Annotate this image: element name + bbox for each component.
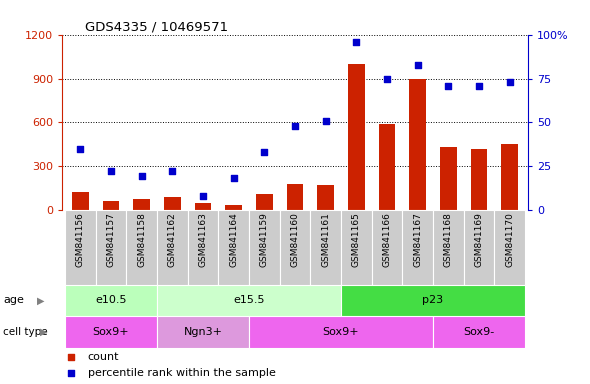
Bar	[225, 205, 242, 210]
Point	[290, 123, 300, 129]
Point	[260, 149, 269, 155]
Text: cell type: cell type	[3, 327, 48, 337]
Point	[444, 83, 453, 89]
Text: GSM841169: GSM841169	[474, 212, 483, 267]
Text: GSM841161: GSM841161	[321, 212, 330, 267]
Bar	[372, 210, 402, 285]
Point	[505, 79, 514, 85]
Bar	[502, 144, 518, 210]
Text: GSM841164: GSM841164	[229, 212, 238, 266]
Bar	[379, 124, 395, 210]
Bar	[133, 199, 150, 210]
Point	[76, 146, 85, 152]
Text: Ngn3+: Ngn3+	[183, 327, 222, 337]
Bar	[96, 210, 126, 285]
Bar	[188, 210, 218, 285]
Point	[198, 193, 208, 199]
Text: Sox9+: Sox9+	[93, 327, 129, 337]
Bar	[195, 203, 211, 210]
Bar	[126, 210, 157, 285]
Text: percentile rank within the sample: percentile rank within the sample	[87, 368, 276, 378]
Text: GSM841157: GSM841157	[107, 212, 116, 267]
Bar	[433, 210, 464, 285]
Bar	[494, 210, 525, 285]
Point	[229, 175, 238, 181]
Point	[474, 83, 484, 89]
Text: e15.5: e15.5	[233, 295, 265, 305]
Bar	[317, 185, 334, 210]
Text: ▶: ▶	[40, 327, 48, 337]
Text: p23: p23	[422, 295, 444, 305]
Bar	[157, 316, 249, 348]
Point	[106, 168, 116, 174]
Bar	[65, 210, 96, 285]
Bar	[256, 194, 273, 210]
Point	[168, 168, 177, 174]
Bar	[310, 210, 341, 285]
Text: GSM841158: GSM841158	[137, 212, 146, 267]
Text: GSM841165: GSM841165	[352, 212, 361, 267]
Text: Sox9+: Sox9+	[323, 327, 359, 337]
Bar	[402, 210, 433, 285]
Text: Sox9-: Sox9-	[463, 327, 494, 337]
Bar	[65, 316, 157, 348]
Bar	[440, 147, 457, 210]
Point	[321, 118, 330, 124]
Point	[67, 354, 76, 360]
Bar	[249, 210, 280, 285]
Point	[352, 39, 361, 45]
Text: GSM841160: GSM841160	[290, 212, 300, 267]
Text: GDS4335 / 10469571: GDS4335 / 10469571	[85, 21, 228, 34]
Bar	[280, 210, 310, 285]
Text: GSM841168: GSM841168	[444, 212, 453, 267]
Point	[413, 61, 422, 68]
Bar	[287, 184, 303, 210]
Bar	[249, 316, 433, 348]
Bar	[72, 192, 88, 210]
Text: GSM841163: GSM841163	[198, 212, 208, 267]
Bar	[157, 210, 188, 285]
Point	[67, 370, 76, 376]
Bar	[157, 285, 341, 316]
Bar	[65, 285, 157, 316]
Text: GSM841166: GSM841166	[382, 212, 392, 267]
Text: GSM841162: GSM841162	[168, 212, 177, 266]
Text: GSM841170: GSM841170	[505, 212, 514, 267]
Text: count: count	[87, 352, 119, 362]
Text: age: age	[3, 295, 24, 305]
Text: GSM841159: GSM841159	[260, 212, 269, 267]
Bar	[103, 201, 119, 210]
Point	[382, 76, 392, 82]
Text: GSM841156: GSM841156	[76, 212, 85, 267]
Text: ▶: ▶	[37, 295, 44, 305]
Bar	[341, 285, 525, 316]
Bar	[341, 210, 372, 285]
Bar	[464, 210, 494, 285]
Text: GSM841167: GSM841167	[413, 212, 422, 267]
Bar	[471, 149, 487, 210]
Bar	[218, 210, 249, 285]
Text: e10.5: e10.5	[95, 295, 127, 305]
Bar	[433, 316, 525, 348]
Bar	[409, 79, 426, 210]
Bar	[348, 64, 365, 210]
Point	[137, 174, 146, 180]
Bar	[164, 197, 181, 210]
